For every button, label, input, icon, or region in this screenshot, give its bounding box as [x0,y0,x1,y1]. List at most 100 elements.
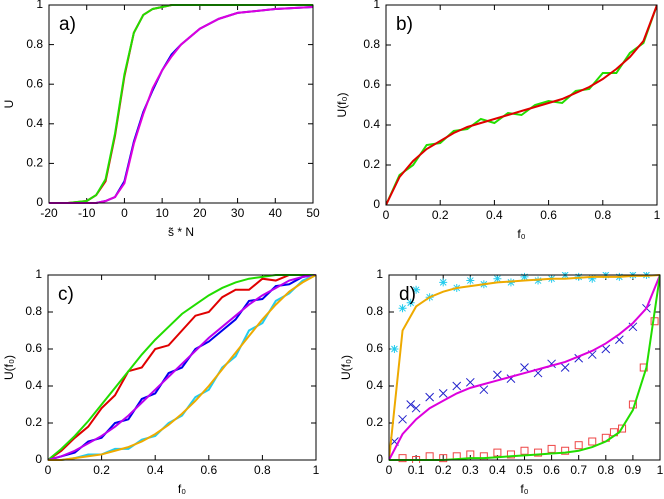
y-tick-label: 1 [373,0,380,11]
y-tick-label: 0.6 [25,341,42,355]
y-tick-label: 1 [376,267,383,281]
y-tick-label: 0.6 [26,76,43,90]
point [588,437,597,446]
data-line [386,4,657,206]
y-tick-label: 0.2 [366,415,383,429]
plot-frame [47,274,317,461]
plot-area [49,4,313,204]
x-tick-label: 0.4 [489,463,506,477]
point [425,392,435,402]
x-tick-label: 1 [313,463,320,477]
x-tick-label: 1 [657,463,664,477]
y-tick-label: 1 [35,267,42,281]
point [493,370,502,380]
x-tick-label: 0 [45,463,52,477]
x-tick-label: 0.5 [516,463,533,477]
point [465,377,475,387]
point [412,285,421,294]
point [439,454,448,463]
point [618,424,627,433]
point [411,403,421,413]
point [452,381,462,391]
point [398,454,407,463]
x-tick-label: 0.1 [408,463,425,477]
point [561,446,570,455]
x-axis-title: f₀ [520,482,528,496]
y-tick-label: 0.4 [26,116,43,130]
panel-label: c) [58,284,74,305]
x-tick-label: 0.8 [594,208,611,222]
point [493,448,502,457]
y-tick-label: 0.4 [366,378,383,392]
point [520,363,529,372]
point [493,274,502,283]
data-line [49,4,313,204]
x-tick-label: 40 [269,206,283,220]
x-tick-label: 0.6 [200,463,217,477]
point [438,389,448,398]
x-tick-label: 0.3 [462,463,479,477]
y-tick-label: 0 [376,452,383,466]
data-line [389,274,660,461]
point [560,363,570,372]
point [406,400,416,409]
point [506,450,515,459]
panel: 0 0.2 0.4 0.6 0.8 1 0 0.2 0.4 0.6 0.8 1 b) U(f₀) f₀ [335,0,660,241]
x-axis-title: s̃ * N [168,225,194,239]
data-line [386,4,657,206]
x-tick-label: 0.6 [543,463,560,477]
x-tick-label: -20 [40,206,58,220]
x-tick-label: 0 [121,206,128,220]
x-tick-label: 0 [383,208,390,222]
x-tick-label: 0.2 [432,208,449,222]
x-tick-label: 0 [386,463,393,477]
data-line [49,4,313,204]
data-line [389,274,660,461]
point [466,276,475,285]
panel: 0 0.2 0.4 0.6 0.8 1 0 0.1 0.2 0.3 0.4 0.5 0.6 0.7 0.8 0… [339,267,663,496]
y-tick-label: 0.8 [363,37,380,51]
y-tick-label: 0.8 [26,37,43,51]
y-tick-label: 0.2 [25,415,42,429]
y-tick-label: 0 [36,195,43,209]
y-axis-title: U(f₀) [2,355,16,380]
point [601,344,611,354]
point [398,414,407,424]
plot-area [48,274,316,461]
x-tick-label: 0.4 [147,463,164,477]
x-tick-label: -10 [78,206,96,220]
data-line [48,274,316,461]
panel-label: a) [59,14,76,35]
plot-area [386,4,657,206]
x-tick-label: 1 [654,208,661,222]
point [520,272,529,281]
y-tick-label: 0 [373,197,380,211]
y-tick-label: 1 [36,0,43,11]
point [588,274,597,283]
plot-frame [385,4,658,206]
plot-area [389,272,660,463]
x-tick-label: 0.9 [625,463,642,477]
y-tick-label: 0.4 [363,117,380,131]
x-axis-title: f₀ [178,482,186,496]
point [390,345,399,353]
y-axis-title: U(f₀) [335,93,349,118]
y-tick-label: 0.2 [363,157,380,171]
panel-label: d) [399,284,416,305]
x-tick-label: 30 [231,206,245,220]
y-axis-title: U(f₀) [339,355,353,380]
x-tick-label: 0.4 [486,208,503,222]
point [574,441,583,450]
point [520,446,529,455]
y-tick-label: 0 [35,452,42,466]
point [425,452,434,461]
panel: 0 0.2 0.4 0.6 0.8 1 -20 -10 0 10 20 30 40 50 a) Us̃ * N [2,0,320,239]
data-line [48,274,316,461]
y-tick-label: 0.6 [366,341,383,355]
y-axis-title: U [2,100,16,109]
data-line [49,5,313,204]
point [534,448,543,457]
x-tick-label: 0.6 [540,208,557,222]
y-tick-label: 0.4 [25,378,42,392]
